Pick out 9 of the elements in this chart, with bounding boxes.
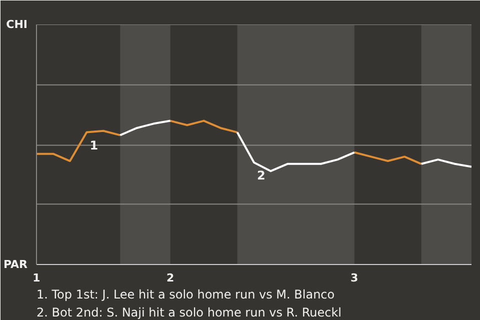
x-tick-label: 2 — [166, 272, 174, 284]
text: CHI — [6, 18, 28, 31]
text: 1. Top 1st: J. Lee hit a solo home run vs M. Blanco — [36, 288, 335, 302]
x-tick-label: 3 — [350, 272, 358, 284]
text: 2. Bot 2nd: S. Naji hit a solo home run vs R. Rueckl — [36, 306, 342, 320]
annotation: 2 — [257, 168, 266, 182]
x-tick-label: 1 — [32, 272, 40, 284]
annotation: 1 — [90, 138, 98, 152]
text: PAR — [3, 258, 28, 271]
